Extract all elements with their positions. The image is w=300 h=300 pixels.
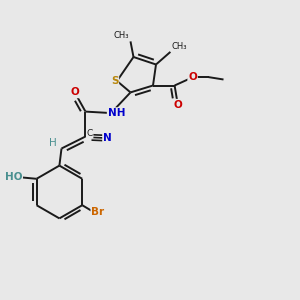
Text: S: S [111, 76, 118, 86]
Text: H: H [49, 138, 56, 148]
Text: NH: NH [108, 108, 125, 118]
Text: C: C [87, 129, 93, 138]
Text: HO: HO [5, 172, 22, 182]
Text: O: O [173, 100, 182, 110]
Text: Br: Br [91, 207, 104, 218]
Text: CH₃: CH₃ [172, 42, 187, 51]
Text: O: O [188, 72, 197, 82]
Text: CH₃: CH₃ [114, 32, 129, 40]
Text: N: N [103, 133, 112, 143]
Text: O: O [70, 87, 79, 98]
